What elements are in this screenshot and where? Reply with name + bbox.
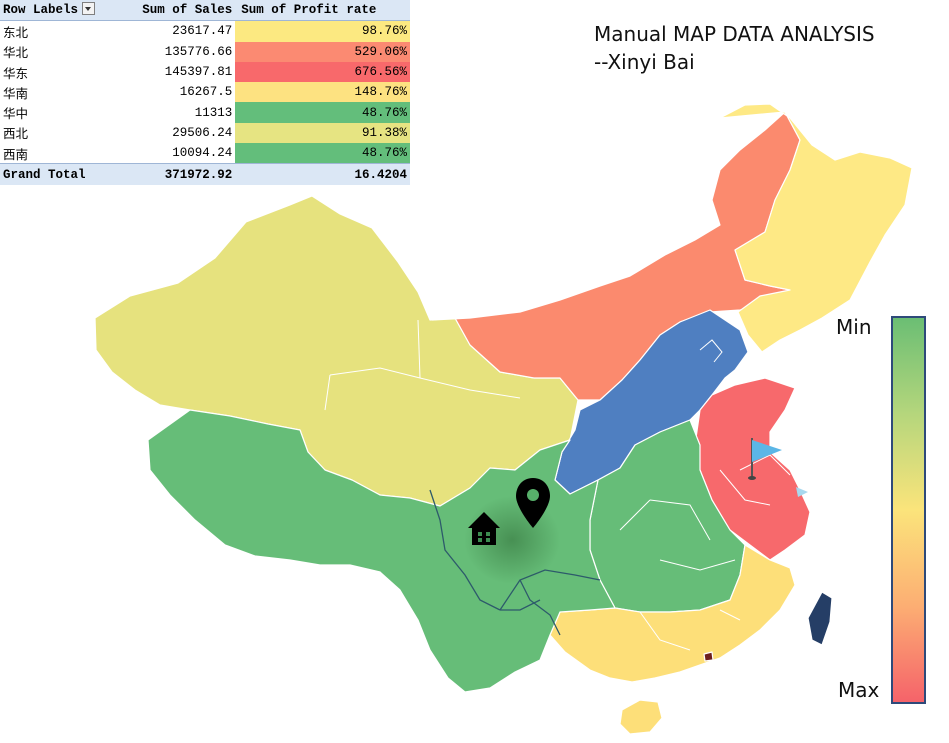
sales-cell[interactable]: 11313	[194, 105, 233, 120]
filter-dropdown-icon[interactable]	[82, 2, 96, 16]
sales-cell[interactable]: 10094.24	[172, 146, 233, 161]
profit-cell[interactable]: 91.38%	[235, 122, 410, 144]
shanghai-marker-icon	[796, 487, 808, 497]
region-dongbei[interactable]	[719, 103, 913, 353]
row-label-cell[interactable]: 西北	[3, 128, 29, 143]
grand-total-sales[interactable]: 371972.92	[118, 163, 236, 185]
pivot-table: Row Labels Sum of Sales Sum of Profit ra…	[0, 0, 410, 185]
profit-cell[interactable]: 48.76%	[235, 102, 410, 123]
flag-icon	[748, 438, 782, 480]
pivot-row: 西南 10094.24 48.76%	[0, 143, 410, 164]
legend-min-label: Min	[836, 315, 872, 339]
row-label-cell[interactable]: 华中	[3, 108, 29, 123]
grand-total-row: Grand Total 371972.92 16.4204	[0, 163, 410, 185]
sales-header[interactable]: Sum of Sales	[118, 0, 236, 22]
pivot-row: 华中 11313 48.76%	[0, 102, 410, 123]
profit-cell[interactable]: 676.56%	[235, 61, 410, 83]
sales-cell[interactable]: 29506.24	[172, 125, 233, 140]
row-label-cell[interactable]: 华东	[3, 67, 29, 82]
row-labels-header[interactable]: Row Labels	[0, 0, 119, 22]
grand-total-profit[interactable]: 16.4204	[235, 163, 410, 185]
pivot-row: 东北 23617.47 98.76%	[0, 20, 410, 42]
legend-color-scale	[891, 316, 926, 704]
pivot-row: 华南 16267.5 148.76%	[0, 82, 410, 103]
region-macau[interactable]	[703, 651, 714, 662]
legend-max-label: Max	[838, 678, 880, 702]
pivot-body: 东北 23617.47 98.76% 华北 135776.66 529.06% 华东 1453…	[0, 20, 410, 164]
sales-cell[interactable]: 23617.47	[172, 24, 233, 39]
grand-total-label[interactable]: Grand Total	[0, 163, 119, 185]
southwest-borders	[429, 489, 601, 636]
row-label-cell[interactable]: 华南	[3, 87, 29, 102]
profit-header[interactable]: Sum of Profit rate	[235, 0, 410, 22]
profit-cell[interactable]: 98.76%	[235, 20, 410, 42]
row-label-cell[interactable]: 东北	[3, 26, 29, 41]
sales-cell[interactable]: 135776.66	[164, 44, 233, 59]
location-pin-icon	[516, 478, 550, 528]
pivot-row: 华北 135776.66 529.06%	[0, 41, 410, 62]
title-line-1: Manual MAP DATA ANALYSIS	[594, 22, 875, 46]
pivot-header-row: Row Labels Sum of Sales Sum of Profit ra…	[0, 0, 410, 22]
row-labels-text: Row Labels	[3, 3, 79, 18]
sales-cell[interactable]: 16267.5	[179, 85, 233, 100]
region-taiwan[interactable]	[807, 591, 833, 646]
row-label-cell[interactable]: 华北	[3, 47, 29, 62]
pivot-row: 西北 29506.24 91.38%	[0, 122, 410, 144]
profit-cell[interactable]: 148.76%	[235, 82, 410, 103]
region-huanan[interactable]	[549, 544, 796, 683]
province-borders	[324, 319, 791, 651]
house-icon	[468, 512, 500, 545]
profit-cell[interactable]: 529.06%	[235, 41, 410, 62]
row-label-cell[interactable]: 西南	[3, 148, 29, 163]
region-hainan[interactable]	[619, 699, 663, 735]
map-title: Manual MAP DATA ANALYSIS --Xinyi Bai	[594, 20, 875, 76]
profit-cell[interactable]: 48.76%	[235, 143, 410, 164]
title-line-2: --Xinyi Bai	[594, 50, 695, 74]
pivot-row: 华东 145397.81 676.56%	[0, 61, 410, 83]
sales-cell[interactable]: 145397.81	[164, 65, 233, 80]
